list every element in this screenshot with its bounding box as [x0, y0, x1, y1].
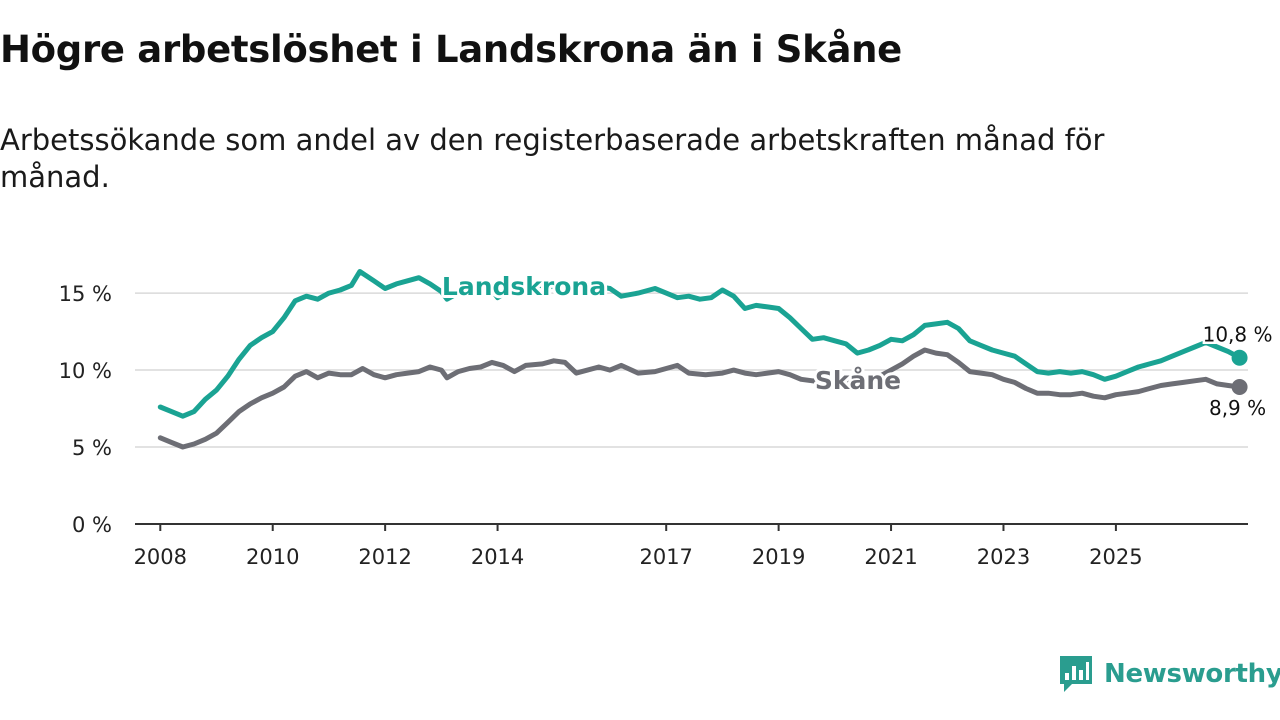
x-tick-label: 2025 [1089, 545, 1142, 569]
series-lines [157, 269, 1248, 450]
x-tick-label: 2023 [977, 545, 1030, 569]
y-axis-ticks: 0 % 5 % 10 % 15 % [59, 282, 112, 537]
chart-subtitle: Arbetssökande som andel av den registerb… [0, 123, 1105, 194]
series-line-landskrona [157, 269, 1243, 419]
brand-name: Newsworthy [1104, 659, 1280, 689]
x-tick-label: 2017 [639, 545, 692, 569]
x-tick-label: 2021 [864, 545, 917, 569]
series-line-skane [157, 347, 1243, 450]
y-tick-label: 5 % [72, 436, 112, 460]
x-tick-label: 2019 [752, 545, 805, 569]
x-tick-label: 2010 [246, 545, 299, 569]
series-end-point [1231, 378, 1248, 395]
series-name-label: Skåne [815, 366, 901, 395]
series-end-point [1231, 349, 1248, 366]
chart-title: Högre arbetslöshet i Landskrona än i Skå… [0, 28, 902, 71]
brand-logo: Newsworthy [1058, 653, 1280, 695]
x-tick-label: 2014 [471, 545, 524, 569]
y-tick-label: 15 % [59, 282, 112, 306]
x-tick-label: 2012 [358, 545, 411, 569]
y-tick-label: 10 % [59, 359, 112, 383]
x-axis: 2008 2010 2012 2014 2017 2019 2021 2023 2025 [134, 523, 1248, 569]
series-name-label: Landskrona [442, 272, 606, 301]
y-tick-label: 0 % [72, 513, 112, 537]
x-tick-label: 2008 [134, 545, 187, 569]
end-value-label: 8,9 % [1209, 396, 1266, 420]
newsworthy-logo-icon [1060, 656, 1092, 692]
end-value-label: 10,8 % [1203, 323, 1273, 347]
series-labels: Landskrona Skåne 10,8 % 8,9 % [439, 269, 1275, 422]
